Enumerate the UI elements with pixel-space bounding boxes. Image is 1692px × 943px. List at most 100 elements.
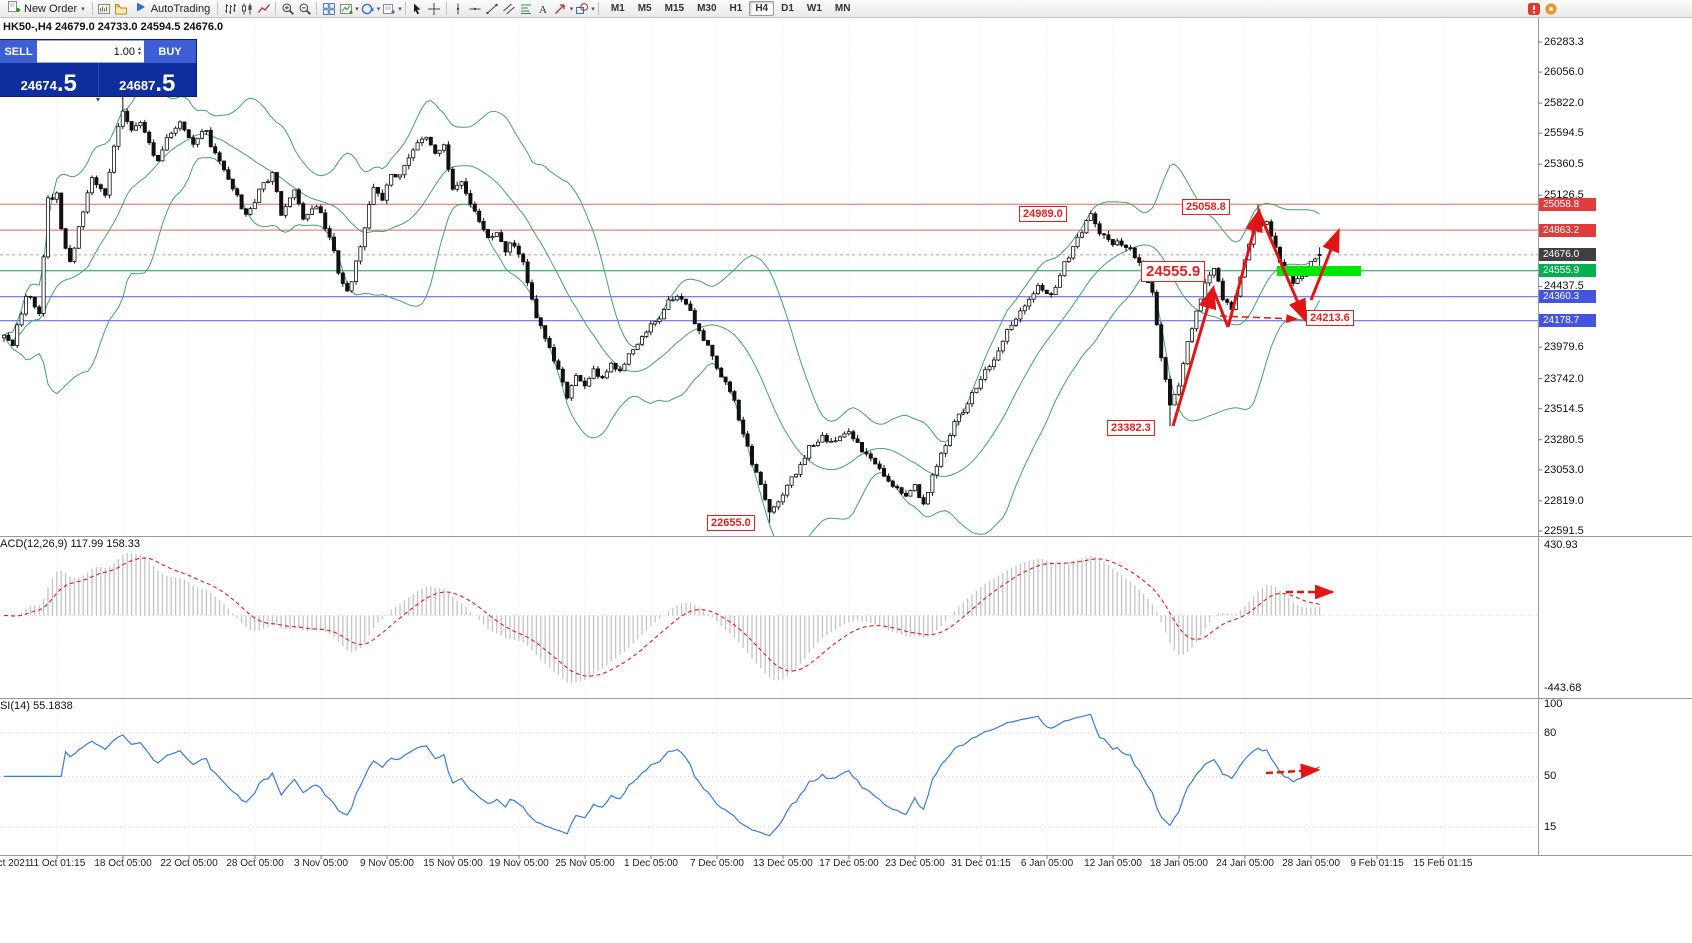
time-axis-label: 28 Jan 05:00 (1282, 858, 1340, 869)
rsi-axis-tick: 15 (1544, 820, 1557, 833)
price-annotation[interactable]: 24989.0 (1019, 206, 1067, 222)
price-axis-tick: 25594.5 (1544, 127, 1584, 140)
price-badge: 24360.3 (1539, 290, 1596, 304)
time-axis-label: 25 Nov 05:00 (555, 858, 615, 869)
toolbar-separator (91, 2, 93, 15)
price-annotation[interactable]: 24213.6 (1306, 310, 1354, 326)
crosshair-icon[interactable] (426, 1, 443, 17)
shapes-icon[interactable] (573, 1, 590, 17)
price-axis-tick: 23053.0 (1544, 463, 1584, 476)
tile-windows-icon[interactable] (320, 1, 337, 17)
panel-collapse-icon[interactable]: ▾ (95, 95, 101, 104)
toolbar-separator (445, 2, 447, 15)
rsi-axis-tick: 100 (1544, 698, 1563, 710)
price-badge: 24863.2 (1539, 223, 1596, 237)
time-axis-label: 24 Jan 05:00 (1216, 858, 1274, 869)
cursor-icon[interactable] (409, 1, 426, 17)
timeframe-toolbar: M1 M5 M15 M30 H1 H4 D1 W1 MN (605, 1, 857, 16)
timeframe-h4[interactable]: H4 (749, 1, 775, 16)
autotrading-button[interactable]: AutoTrading (130, 1, 215, 17)
shapes-icon-caret[interactable]: ▾ (591, 5, 595, 13)
trade-panel-price-row: 24674.5 24687.5 (0, 63, 196, 96)
toolbar: New Order ▾ AutoTrading ▾ ▾ ▾ A ▾ ▾ M1 M5 M15 M30 H1 H… (0, 0, 1692, 18)
notification-icon[interactable] (1542, 1, 1559, 17)
rsi-indicator-label: RSI(14) 55.1838 (0, 700, 73, 712)
trade-panel-top-row: SELL 1.00 ▴ ▾ BUY (0, 40, 196, 63)
timeframe-m15[interactable]: M15 (664, 3, 685, 14)
toolbar-separator (404, 2, 406, 15)
one-click-trading-panel: SELL 1.00 ▴ ▾ BUY 24674.5 24687.5 ▾ (0, 40, 196, 104)
new-order-button-label: New Order (24, 2, 78, 15)
timeframe-h1[interactable]: H1 (729, 3, 743, 14)
arrows-icon[interactable] (552, 1, 569, 17)
buy-button[interactable]: BUY (144, 40, 196, 63)
svg-text:A: A (539, 4, 547, 16)
templates-icon[interactable] (380, 1, 397, 17)
price-badge: 24676.0 (1539, 248, 1596, 262)
time-axis-label: 6 Jan 05:00 (1020, 858, 1074, 869)
price-annotation[interactable]: 23382.3 (1107, 420, 1155, 436)
indicators-icon[interactable] (337, 1, 354, 17)
price-badge: 24178.7 (1539, 314, 1596, 328)
periods-icon-caret[interactable]: ▾ (376, 5, 381, 13)
buy-price-main: 24687 (119, 78, 156, 93)
timeframe-m30[interactable]: M30 (697, 3, 717, 14)
time-axis-label: 22 Oct 05:00 (160, 858, 218, 869)
timeframe-w1[interactable]: W1 (806, 3, 822, 14)
macd-indicator-label: MACD(12,26,9) 117.99 158.33 (0, 538, 140, 550)
bar-chart-icon[interactable] (221, 1, 238, 17)
zoom-out-icon[interactable] (296, 1, 313, 17)
time-axis-label: 17 Dec 05:00 (819, 858, 879, 869)
timeframe-mn[interactable]: MN (834, 3, 851, 14)
timeframe-d1[interactable]: D1 (781, 3, 794, 14)
periods-icon[interactable] (359, 1, 376, 17)
price-axis-tick: 22819.0 (1544, 494, 1584, 507)
buy-price-fraction: .5 (155, 70, 176, 97)
volume-value[interactable]: 1.00 (113, 45, 135, 58)
timeframe-m5[interactable]: M5 (637, 3, 652, 14)
alert-icon[interactable] (1525, 1, 1542, 17)
fibonacci-icon[interactable] (518, 1, 535, 17)
arrows-icon-caret[interactable]: ▾ (569, 5, 574, 13)
price-annotation[interactable]: 22655.0 (707, 515, 755, 531)
new-order-button[interactable]: New Order ▾ (3, 1, 89, 17)
price-axis-tick: 23742.0 (1544, 372, 1584, 385)
new-order-button-caret-icon[interactable]: ▾ (81, 5, 85, 13)
timeframe-m1[interactable]: M1 (610, 3, 625, 14)
toolbar-separator (316, 2, 318, 15)
price-badge: 24555.9 (1539, 264, 1596, 278)
text-icon[interactable]: A (535, 1, 552, 17)
profiles-icon[interactable] (113, 1, 130, 17)
price-axis-tick: 26056.0 (1544, 66, 1584, 79)
time-axis-label: 9 Nov 05:00 (360, 858, 414, 869)
volume-spinner[interactable]: ▴ ▾ (137, 45, 141, 57)
time-axis-label: 3 Nov 05:00 (294, 858, 348, 869)
volume-control[interactable]: 1.00 ▴ ▾ (37, 40, 144, 63)
trendline-icon[interactable] (484, 1, 501, 17)
price-axis-tick: 22591.5 (1544, 525, 1584, 537)
candlestick-chart-icon[interactable] (238, 1, 255, 17)
price-axis-tick: 23979.6 (1544, 341, 1584, 354)
time-axis-label: 9 Feb 01:15 (1350, 858, 1404, 869)
sell-price-button[interactable]: 24674.5 (0, 63, 98, 96)
charts-window-icon[interactable] (96, 1, 113, 17)
price-annotation[interactable]: 25058.8 (1182, 199, 1230, 215)
new-order-icon (7, 0, 21, 17)
indicators-icon-caret[interactable]: ▾ (355, 5, 359, 13)
volume-up-icon[interactable]: ▴ (137, 45, 141, 52)
buy-price-button[interactable]: 24687.5 (97, 63, 197, 97)
zoom-in-icon[interactable] (279, 1, 296, 17)
channel-icon[interactable] (501, 1, 518, 17)
vertical-line-icon[interactable] (450, 1, 467, 17)
price-axis-tick: 26283.3 (1544, 36, 1584, 48)
sell-button[interactable]: SELL (0, 40, 37, 63)
volume-down-icon[interactable]: ▾ (137, 50, 141, 57)
price-annotation[interactable]: 24555.9 (1141, 261, 1206, 282)
macd-axis-max: 430.93 (1544, 539, 1578, 551)
price-badge: 25058.8 (1539, 197, 1596, 211)
line-chart-icon[interactable] (255, 1, 272, 17)
templates-icon-caret[interactable]: ▾ (398, 5, 402, 13)
horizontal-line-icon[interactable] (467, 1, 484, 17)
